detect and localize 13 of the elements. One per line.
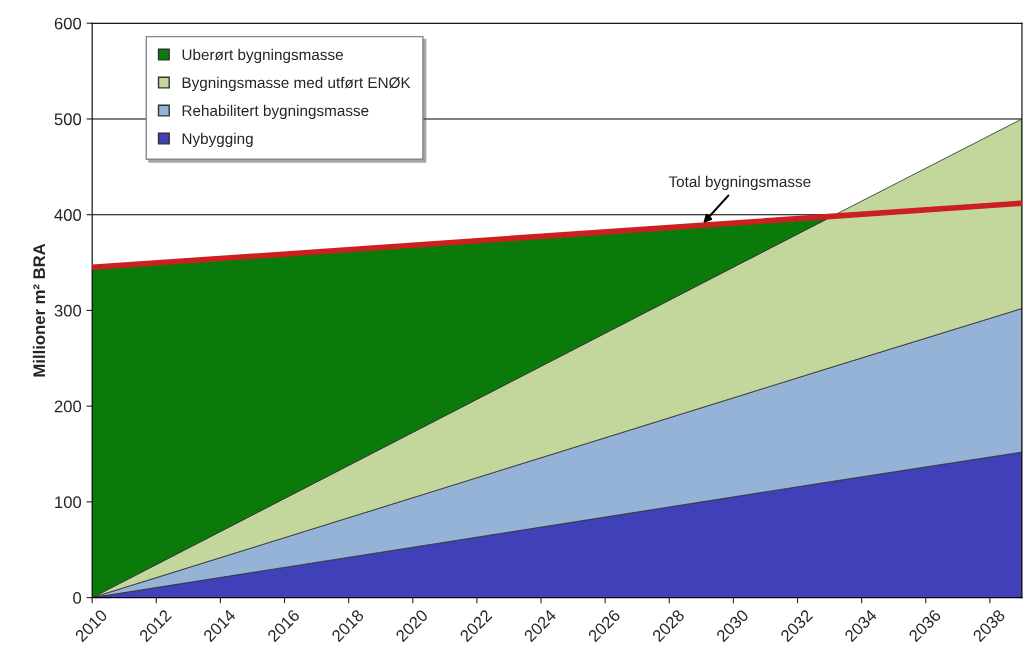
y-tick-label: 300: [54, 304, 82, 317]
y-tick-label: 400: [54, 209, 82, 221]
y-tick-label: 100: [55, 496, 82, 509]
legend-label: Uberørt bygningsmasse: [182, 48, 343, 64]
y-tick-label: 200: [54, 400, 82, 413]
legend-label: Nybygging: [182, 132, 253, 148]
legend-label: Rehabilitert bygningsmasse: [182, 104, 369, 120]
legend-label: Bygningsmasse med utført ENØK: [182, 76, 411, 92]
y-axis-title: Millioner m² BRA: [32, 243, 46, 377]
y-tick-label: 600: [54, 17, 82, 30]
y-tick-label: 0: [73, 592, 82, 604]
y-tick-label: 500: [54, 113, 82, 126]
annotation: Total bygningsmasse: [668, 175, 811, 191]
